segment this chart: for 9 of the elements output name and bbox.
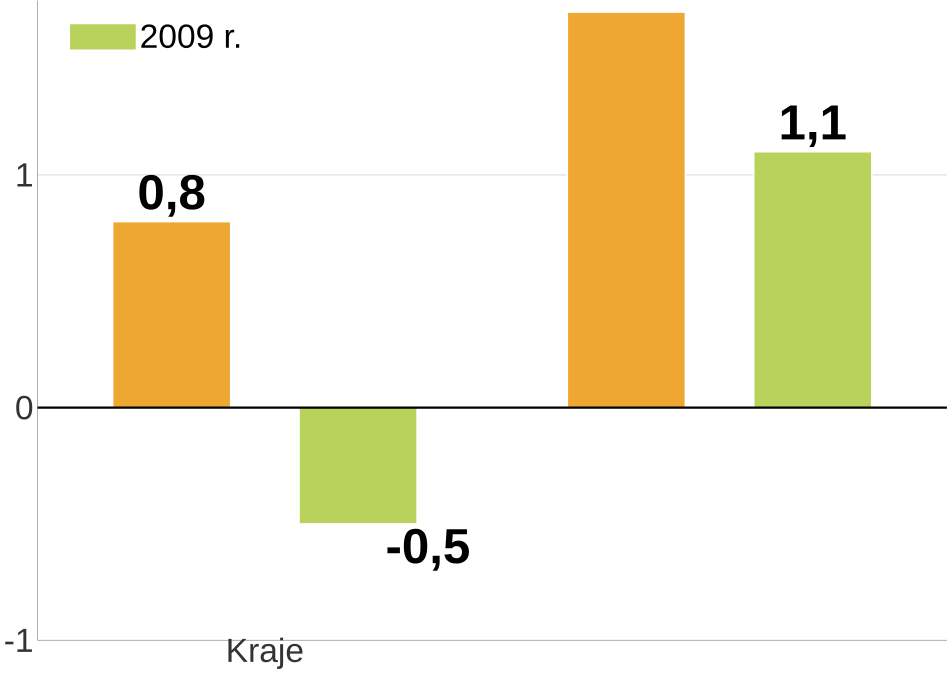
y-tick-label: -1 [5,629,32,652]
data-label: 1,1 [782,106,846,148]
legend-label: 2009 r. [141,24,240,48]
data-label: -0,5 [387,528,469,571]
data-label: 0,8 [139,175,204,217]
y-tick-label: 0 [16,396,32,420]
y-tick-label: 1 [17,164,32,187]
bar [298,407,418,526]
x-tick-label: Kraje [228,638,303,670]
